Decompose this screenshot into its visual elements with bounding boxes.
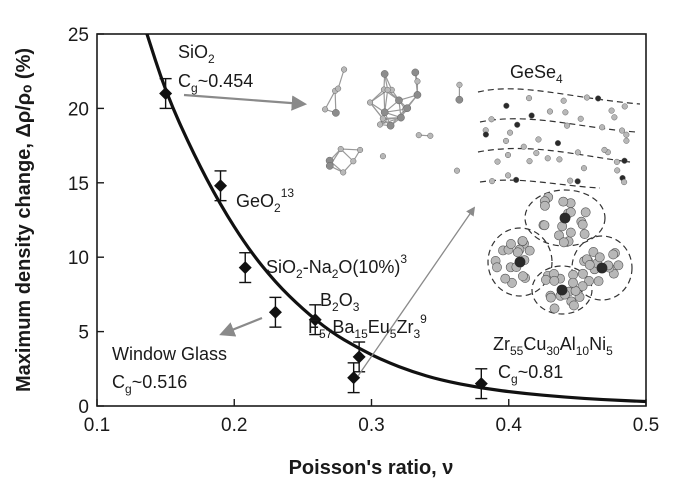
label-gese4: GeSe4 xyxy=(510,62,563,86)
y-tick-label: 15 xyxy=(68,174,89,195)
label-zrcu: Zr55Cu30Al10Ni5 xyxy=(493,334,613,358)
y-tick-label: 10 xyxy=(68,248,89,269)
y-tick-label: 5 xyxy=(78,323,89,344)
data-point-diamond xyxy=(268,305,282,319)
data-points xyxy=(159,77,488,400)
fit-curve xyxy=(145,34,646,404)
data-point-diamond xyxy=(474,377,488,391)
label-sio2-cg: Cg~0.454 xyxy=(178,71,253,95)
x-axis-title: Poisson's ratio, ν xyxy=(289,457,454,479)
data-point-diamond xyxy=(347,371,361,385)
data-point-diamond xyxy=(214,179,228,193)
data-point-diamond xyxy=(308,313,322,327)
data-point-diamond xyxy=(238,261,252,275)
label-sio2: SiO2 xyxy=(178,42,215,66)
label-window-glass-cg: Cg~0.516 xyxy=(112,372,187,396)
x-tick-label: 0.3 xyxy=(358,415,384,436)
label-fbez: F57Ba15Eu5Zr39 xyxy=(308,312,427,341)
x-tick-label: 0.2 xyxy=(221,415,247,436)
data-point-diamond xyxy=(352,350,366,364)
y-tick-label: 25 xyxy=(68,25,89,46)
label-window-glass: Window Glass xyxy=(112,344,227,364)
y-tick-label: 0 xyxy=(78,397,89,418)
zrcu-arrow xyxy=(357,206,476,377)
gese4-layer-illustration xyxy=(477,88,641,189)
y-axis-title: Maximum density change, Δρ/ρₒ (%) xyxy=(13,48,35,392)
sio2-network-illustration xyxy=(322,66,464,176)
x-axis-ticks: 0.1 0.2 0.3 0.4 0.5 xyxy=(84,399,659,436)
x-tick-label: 0.4 xyxy=(496,415,523,436)
y-axis-ticks: 0 5 10 15 20 25 xyxy=(68,25,104,418)
y-tick-label: 20 xyxy=(68,99,89,120)
sio2-arrow xyxy=(183,93,308,111)
window-glass-arrow xyxy=(219,316,263,337)
x-tick-label: 0.5 xyxy=(633,415,659,436)
metallic-glass-cluster-illustration xyxy=(487,189,633,315)
x-tick-label: 0.1 xyxy=(84,415,110,436)
label-geo2: GeO213 xyxy=(236,186,294,215)
data-point-diamond xyxy=(159,87,173,101)
label-zrcu-cg: Cg~0.81 xyxy=(498,362,563,386)
label-sio2-na2o: SiO2-Na2O(10%)3 xyxy=(266,252,407,281)
label-b2o3: B2O3 xyxy=(320,290,360,314)
